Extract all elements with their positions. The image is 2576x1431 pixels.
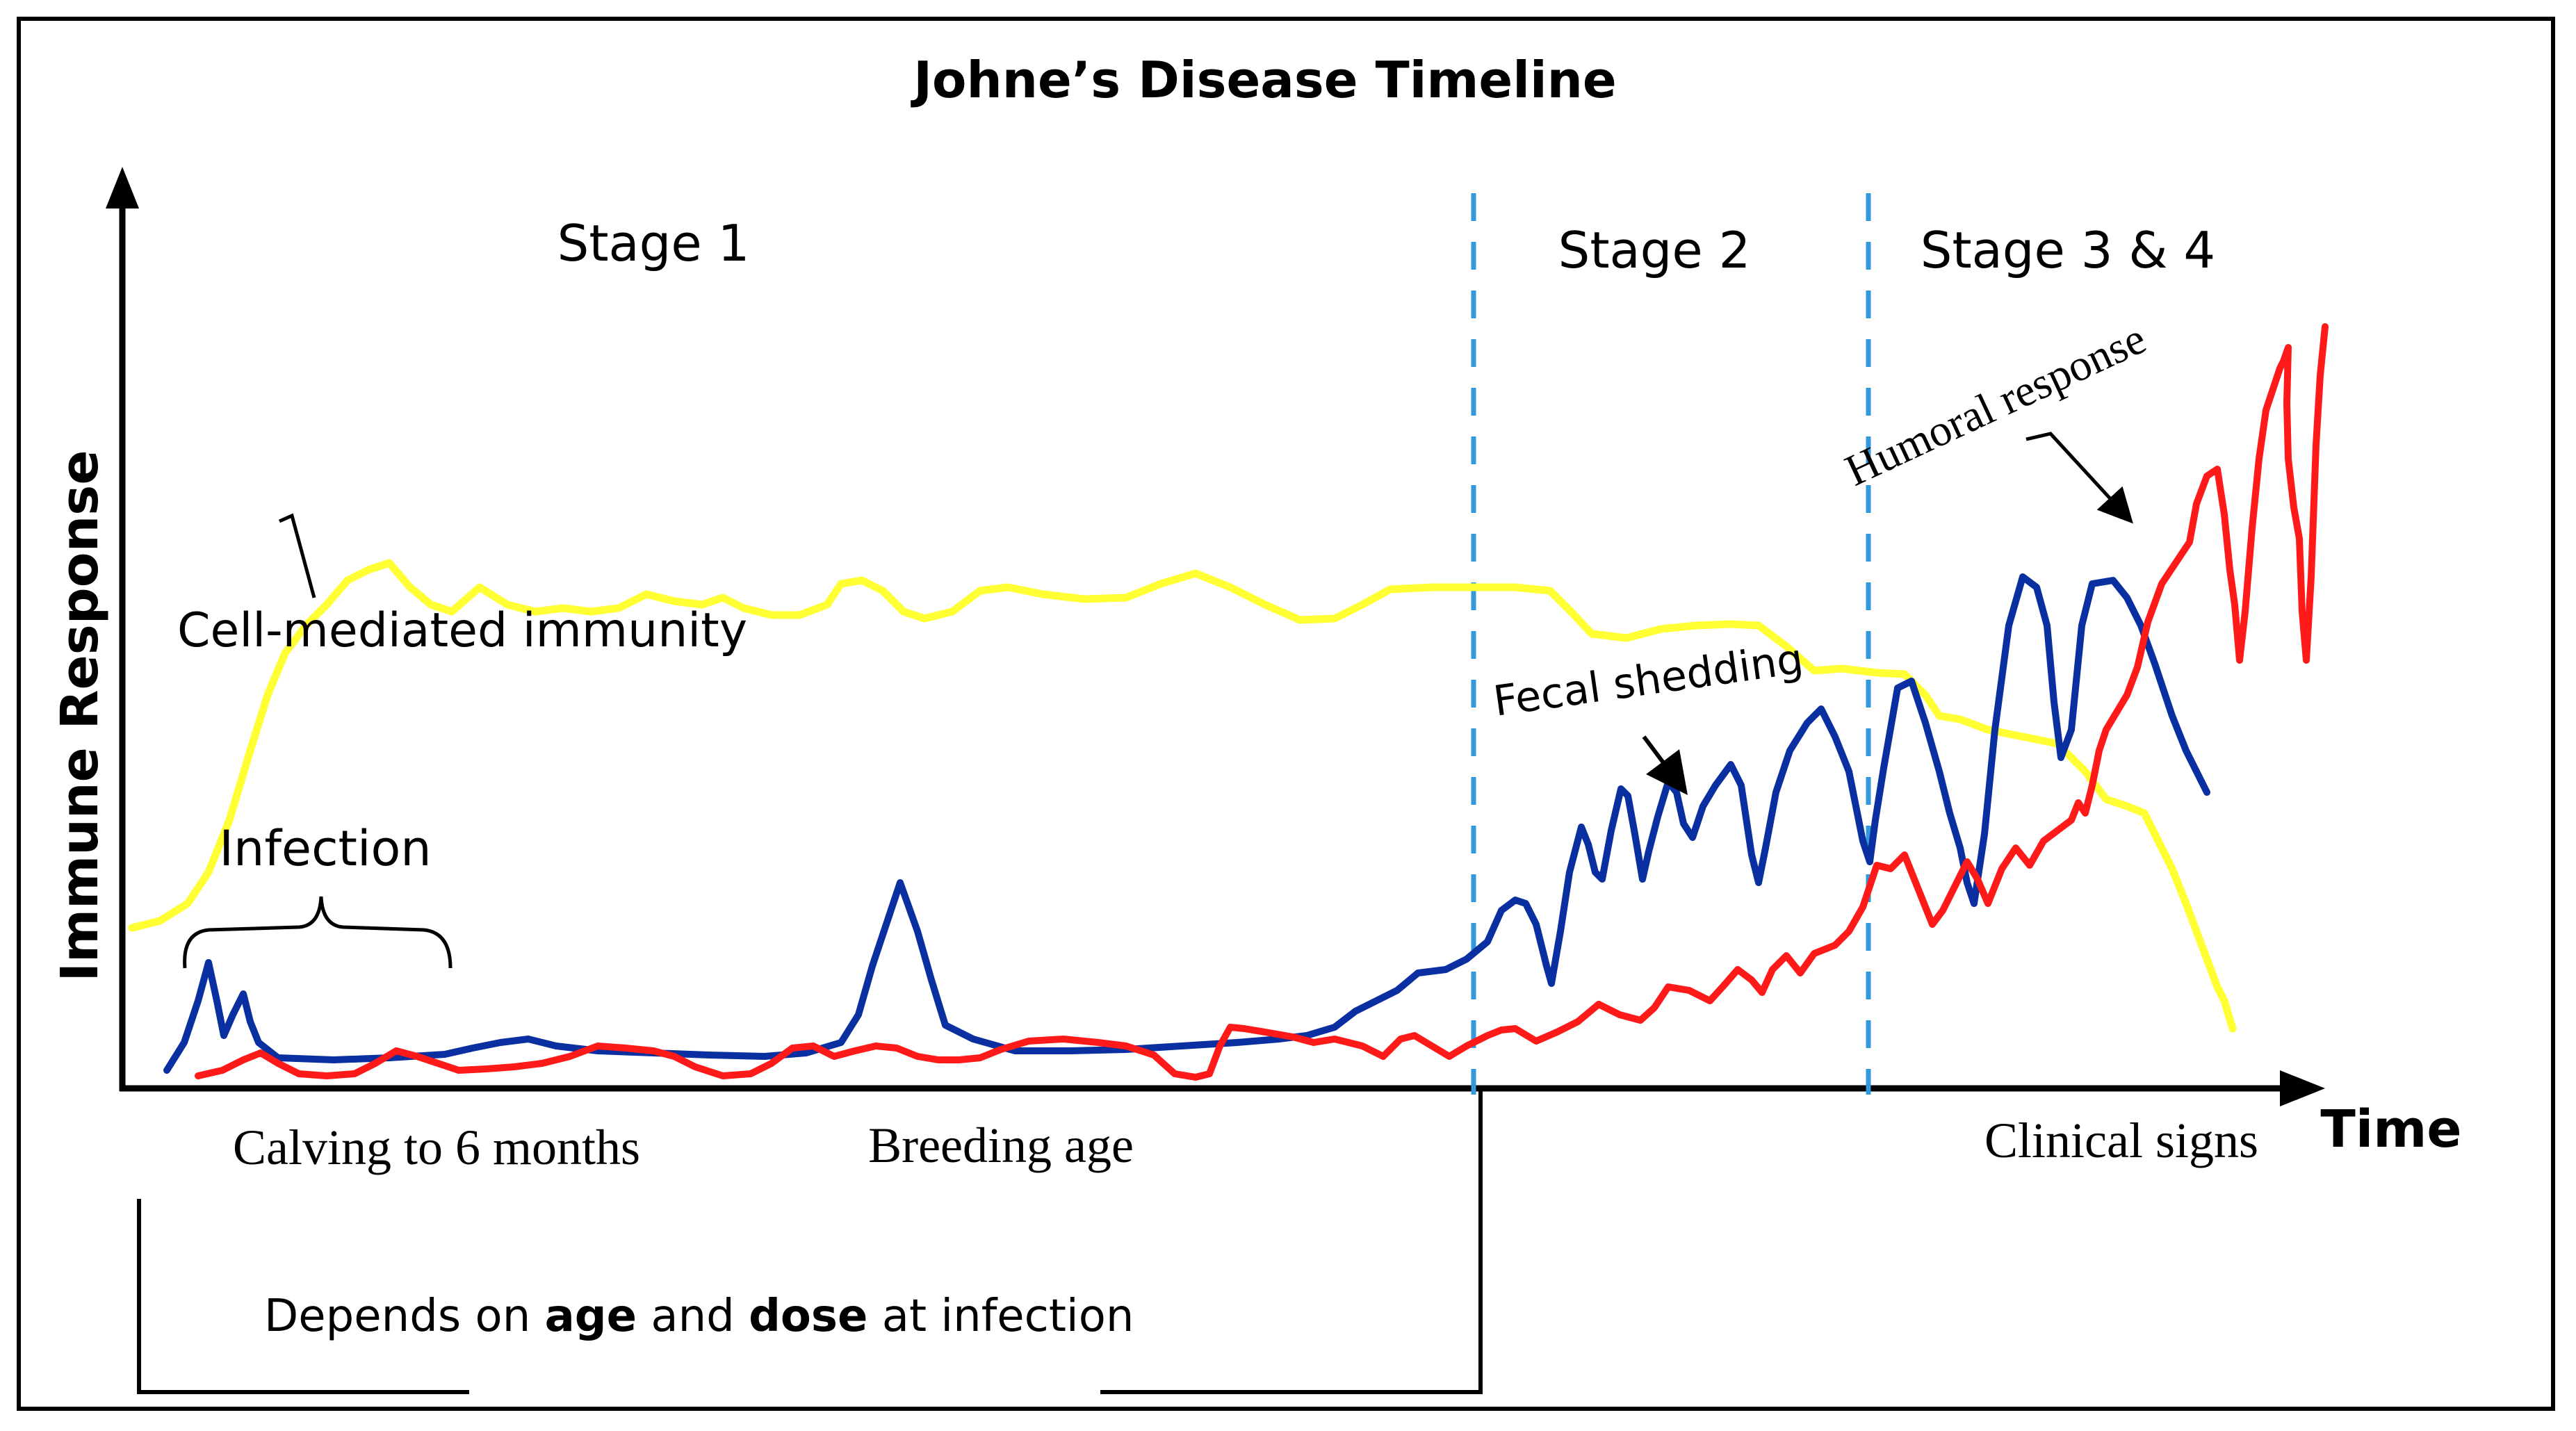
infection-brace bbox=[183, 896, 453, 969]
x-axis-label: Time bbox=[2320, 1099, 2461, 1159]
footnote-suffix: at infection bbox=[867, 1291, 1134, 1342]
footnote-prefix: Depends on bbox=[264, 1291, 545, 1342]
footnote-age: age bbox=[545, 1291, 637, 1342]
cell-mediated-immunity-label: Cell-mediated immunity bbox=[177, 603, 747, 658]
x-axis-arrowhead bbox=[2280, 1070, 2325, 1106]
y-axis-label: Immune Response bbox=[50, 450, 110, 981]
humoral-response-line bbox=[195, 323, 2329, 1081]
fecal-shedding-arrow bbox=[1642, 735, 1688, 795]
y-axis-arrowhead bbox=[106, 167, 139, 208]
diagram-title: Johne’s Disease Timeline bbox=[910, 51, 1616, 109]
humoral-pointer bbox=[2025, 432, 2133, 524]
diagram-frame bbox=[17, 17, 2555, 1411]
humoral-response-label: Humoral response bbox=[1838, 313, 2153, 496]
duration-bracket bbox=[137, 1088, 1483, 1394]
infection-label: Infection bbox=[219, 820, 431, 877]
stage-2-label: Stage 2 bbox=[1558, 221, 1751, 279]
fecal-shedding-label: Fecal shedding bbox=[1490, 635, 1806, 726]
stage-3-4-label: Stage 3 & 4 bbox=[1921, 221, 2215, 279]
duration-footnote: Depends on age and dose at infection bbox=[264, 1291, 1134, 1342]
calving-label: Calving to 6 months bbox=[233, 1120, 640, 1175]
stage-1-label: Stage 1 bbox=[557, 214, 750, 272]
footnote-middle: and bbox=[637, 1291, 749, 1342]
footnote-dose: dose bbox=[749, 1291, 867, 1342]
cell-mediated-pointer bbox=[278, 513, 316, 598]
cell-mediated-immunity-line bbox=[128, 559, 2237, 1033]
clinical-signs-label: Clinical signs bbox=[1984, 1113, 2258, 1168]
breeding-age-label: Breeding age bbox=[868, 1118, 1134, 1173]
